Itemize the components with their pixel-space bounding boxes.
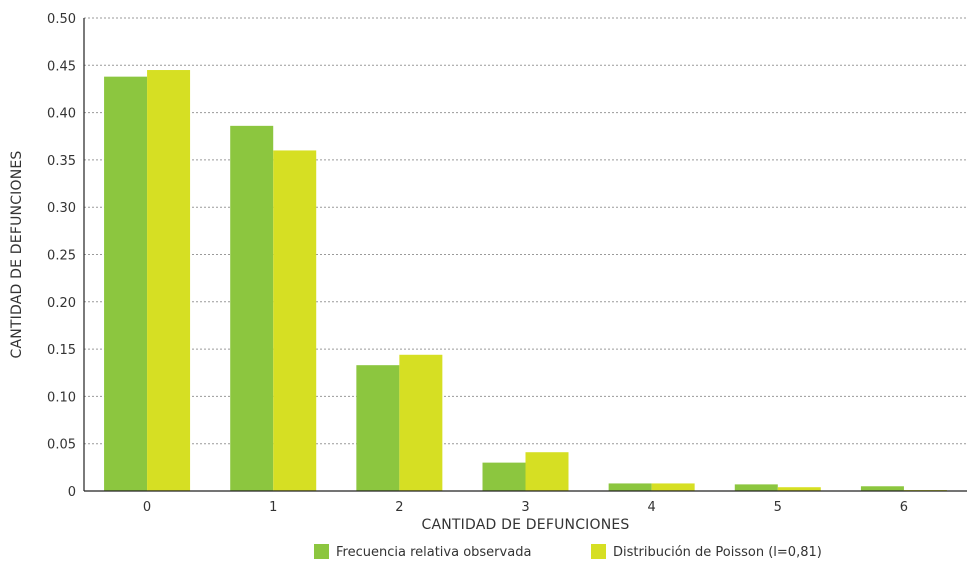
bar-series-2-4 <box>651 483 695 491</box>
y-tick-label: 0.25 <box>47 249 76 264</box>
bar-series-1-5 <box>734 484 778 491</box>
x-axis-title: CANTIDAD DE DEFUNCIONES <box>421 517 629 533</box>
bar-series-2-3 <box>525 452 569 491</box>
x-tick-label: 3 <box>521 500 529 515</box>
bar-series-2-2 <box>399 354 443 491</box>
legend-swatch <box>591 544 606 559</box>
bars <box>104 70 947 492</box>
y-axis-title: CANTIDAD DE DEFUNCIONES <box>9 150 25 358</box>
bar-series-2-5 <box>777 487 821 491</box>
x-tick-label: 6 <box>900 500 908 515</box>
legend-label: Frecuencia relativa observada <box>336 545 531 560</box>
x-tick-label: 4 <box>648 500 656 515</box>
legend: Frecuencia relativa observada Distribució… <box>314 544 822 560</box>
bar-series-1-1 <box>230 125 274 492</box>
bar-series-1-3 <box>482 462 526 491</box>
bar-series-1-0 <box>104 76 148 491</box>
axes: 0 0.05 0.10 0.15 0.20 0.25 0.30 0.35 0.40 0.45 0.5… <box>47 12 967 515</box>
y-tick-label: 0.20 <box>47 296 76 311</box>
bar-series-1-2 <box>356 365 400 491</box>
x-tick-label: 1 <box>269 500 277 515</box>
y-tick-label: 0.50 <box>47 12 76 27</box>
y-tick-label: 0.45 <box>47 59 76 74</box>
x-tick-label: 5 <box>774 500 782 515</box>
legend-label: Distribución de Poisson (l=0,81) <box>613 545 822 560</box>
y-tick-label: 0.40 <box>47 107 76 122</box>
bar-series-2-0 <box>147 70 191 491</box>
legend-swatch <box>314 544 329 559</box>
y-tick-label: 0.15 <box>47 343 76 358</box>
y-tick-label: 0.30 <box>47 201 76 216</box>
bar-series-2-1 <box>273 150 317 491</box>
x-tick-label: 2 <box>395 500 403 515</box>
x-tick-label: 0 <box>143 500 151 515</box>
bar-series-1-6 <box>860 486 904 491</box>
y-tick-label: 0.35 <box>47 154 76 169</box>
bar-series-1-4 <box>608 483 652 491</box>
gridlines <box>84 17 967 445</box>
y-tick-label: 0.05 <box>47 438 76 453</box>
y-tick-label: 0.10 <box>47 390 76 405</box>
y-tick-label: 0 <box>68 485 76 500</box>
